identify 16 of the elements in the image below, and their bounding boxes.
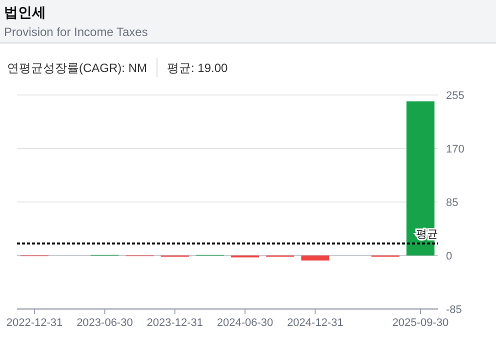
chart-subtitle: Provision for Income Taxes xyxy=(4,25,148,39)
y-tick-label: 85 xyxy=(446,197,458,209)
x-tick-label: 2025-09-30 xyxy=(392,317,449,329)
bar xyxy=(301,256,330,261)
text: 연평균성장률(CAGR): NM xyxy=(7,61,147,75)
x-tick-label: 2024-06-30 xyxy=(216,317,274,329)
x-tick-label: 2022-12-31 xyxy=(6,317,63,329)
x-tick-label: 2023-06-30 xyxy=(76,317,133,329)
chart-title: 법인세 xyxy=(4,4,46,20)
y-tick-label: -85 xyxy=(446,304,462,316)
y-tick-label: 0 xyxy=(446,250,452,262)
x-tick-label: 2023-12-31 xyxy=(146,317,204,329)
y-tick-label: 255 xyxy=(446,90,464,102)
x-tick-label: 2024-12-31 xyxy=(287,317,344,329)
text: 평균: 19.00 xyxy=(167,61,228,75)
y-tick-label: 170 xyxy=(446,144,464,156)
